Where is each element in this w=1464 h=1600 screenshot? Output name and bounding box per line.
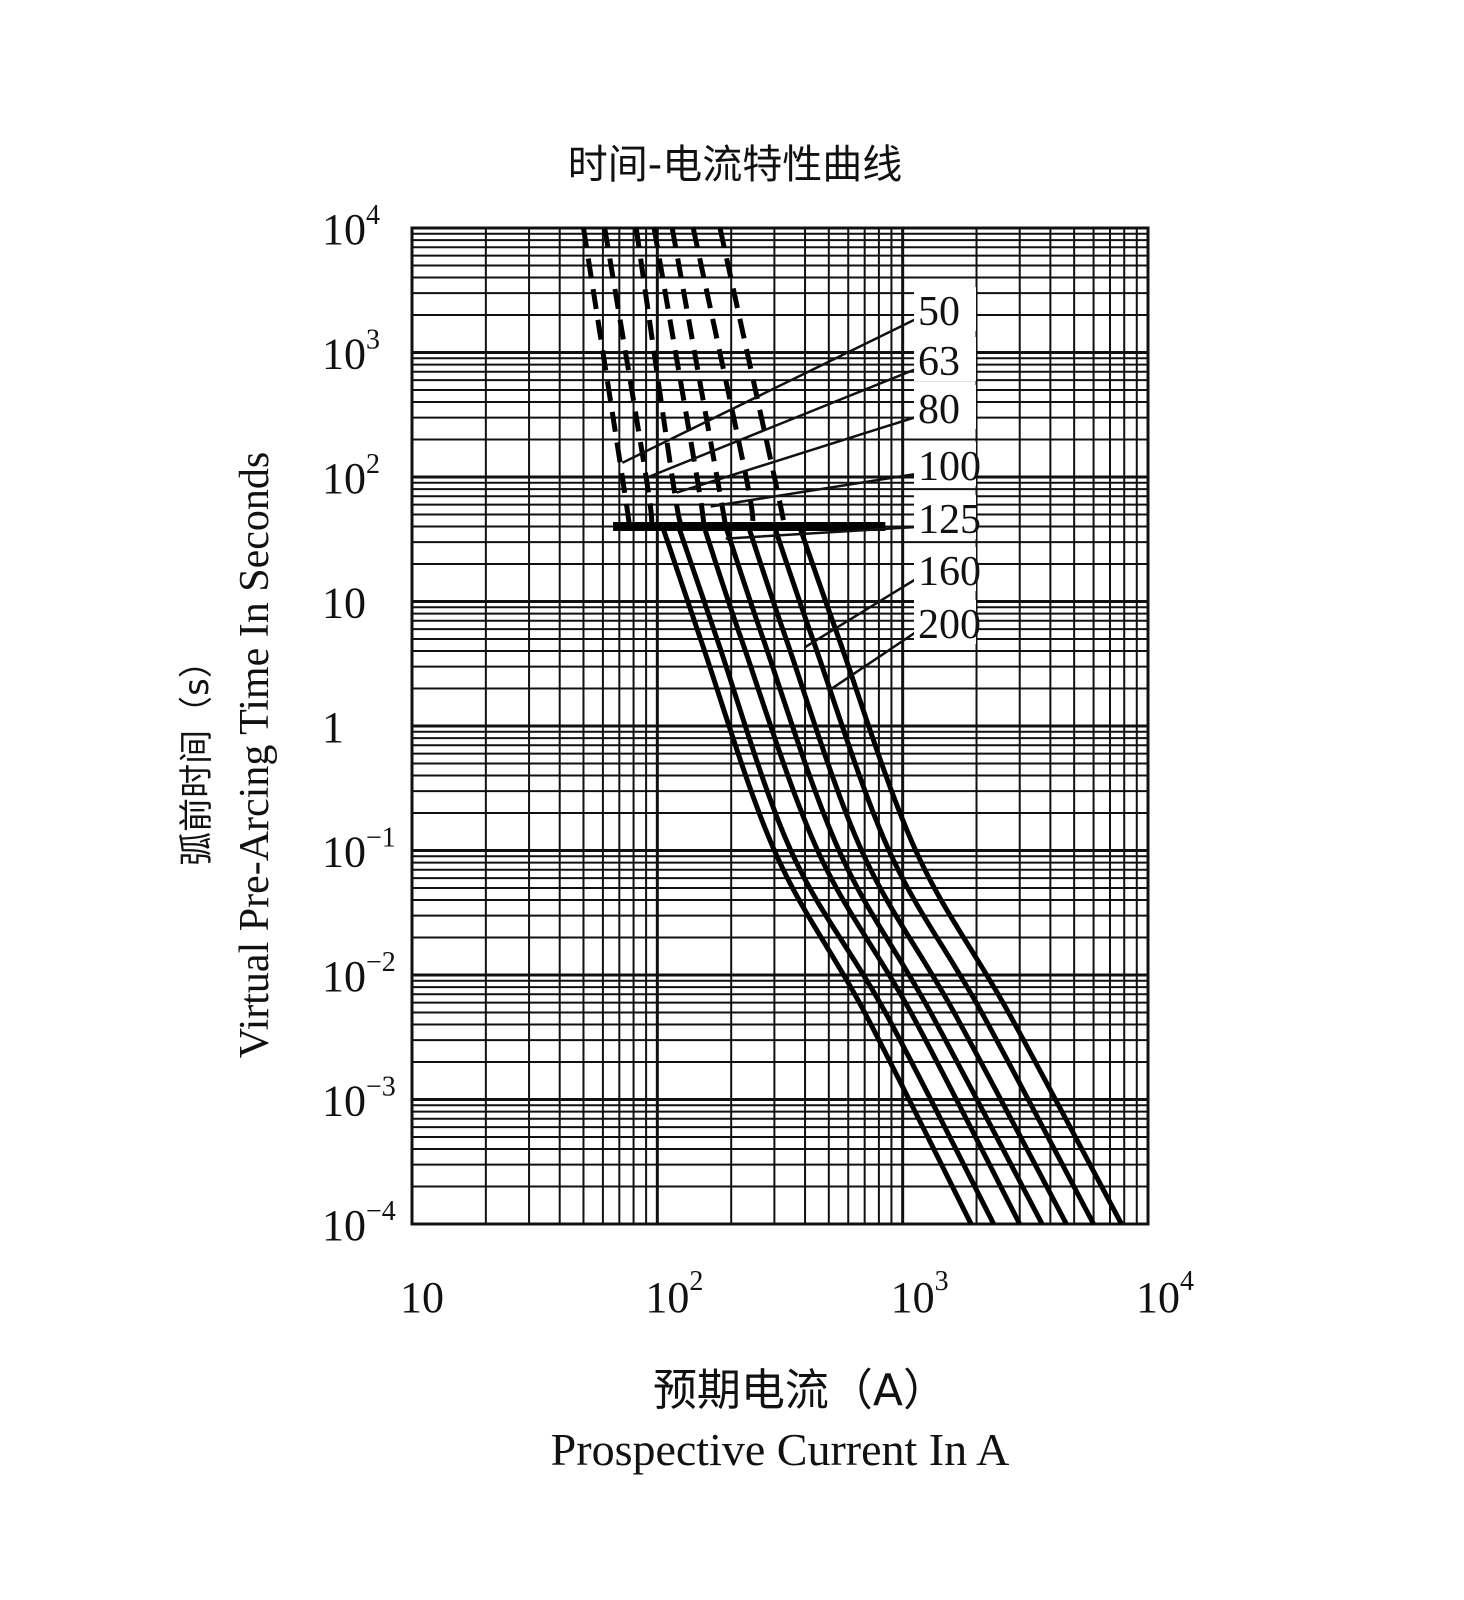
- rating-label-200: 200: [918, 602, 981, 648]
- rating-label-80: 80: [918, 387, 960, 433]
- x-tick-label: 104: [1136, 1266, 1194, 1322]
- label-bg-160: [914, 547, 976, 591]
- major-gridlines: [410, 226, 1150, 1226]
- y-tick-label: 10−4: [322, 1196, 396, 1250]
- leader-80: [676, 415, 917, 494]
- curve-200-dashed: [717, 227, 787, 528]
- curve-100-dashed: [651, 227, 707, 527]
- rating-label-160: 160: [918, 549, 981, 595]
- y-axis-label: Virtual Pre-Arcing Time In Seconds: [232, 452, 278, 1058]
- curve-125-solid: [746, 525, 1069, 1226]
- x-axis-label-cn: 预期电流（A）: [653, 1365, 947, 1416]
- leader-200: [827, 630, 917, 693]
- rating-label-50: 50: [918, 289, 960, 335]
- y-tick-label: 104: [322, 200, 380, 254]
- label-bg-50: [914, 287, 976, 331]
- x-tick-label: 102: [645, 1266, 703, 1322]
- leader-100: [710, 472, 917, 508]
- label-bg-63: [914, 337, 976, 381]
- leader-63: [647, 367, 917, 479]
- curve-160-solid: [772, 525, 1096, 1226]
- rating-label-100: 100: [918, 444, 981, 490]
- curve-63-dashed: [602, 227, 655, 527]
- rating-label-63: 63: [918, 339, 960, 385]
- curve-50-dashed: [581, 227, 632, 527]
- label-bg-100: [914, 442, 976, 486]
- y-tick-label: 1: [322, 703, 344, 752]
- curve-200-solid: [797, 525, 1124, 1226]
- curve-125-dashed: [669, 227, 729, 527]
- rating-label-125: 125: [918, 497, 981, 543]
- leader-160: [804, 577, 917, 649]
- label-bg-80: [914, 385, 976, 429]
- y-tick-label: 103: [322, 325, 380, 379]
- y-axis-label-cn: 弧前时间（s）: [177, 644, 217, 866]
- x-axis-label: Prospective Current In A: [551, 1424, 1010, 1475]
- x-tick-labels: 10 102 103 104: [400, 1266, 1194, 1322]
- y-tick-label: 10−1: [322, 823, 396, 877]
- y-tick-label: 10: [322, 579, 366, 628]
- y-tick-label: 10−2: [322, 947, 396, 1001]
- x-tick-label: 103: [891, 1266, 949, 1322]
- plot-frame: [410, 226, 1150, 1226]
- curve-50-solid: [660, 525, 974, 1226]
- curve-80-dashed: [633, 227, 684, 527]
- y-tick-label: 10−3: [322, 1072, 396, 1126]
- chart-title: 时间-电流特性曲线: [568, 142, 902, 188]
- label-bg-125: [914, 495, 976, 539]
- curve-63-solid: [676, 525, 996, 1226]
- curve-160-dashed: [690, 227, 756, 527]
- x-tick-label: 10: [400, 1273, 444, 1322]
- leader-50: [621, 317, 917, 464]
- fuse-curves: [581, 227, 1124, 1226]
- curve-80-solid: [701, 525, 1022, 1226]
- leader-125: [725, 525, 917, 540]
- y-tick-label: 102: [322, 449, 380, 503]
- curve-100-solid: [723, 525, 1045, 1226]
- label-bg-200: [914, 600, 976, 644]
